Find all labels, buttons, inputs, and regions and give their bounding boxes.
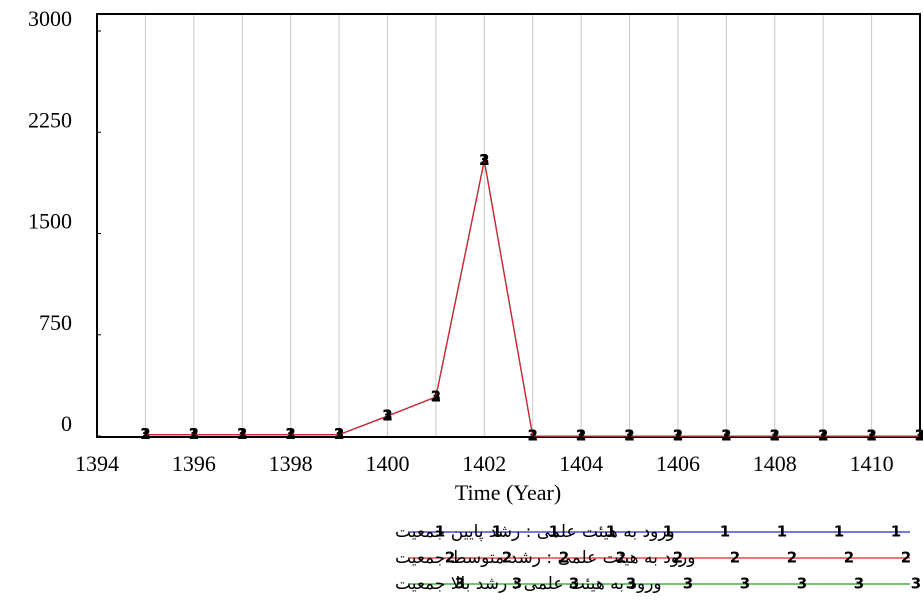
point-marker: 2 bbox=[189, 425, 199, 443]
point-marker: 2 bbox=[237, 425, 247, 443]
legend-marker: 3 bbox=[455, 575, 465, 593]
legend-marker: 2 bbox=[787, 549, 797, 567]
legend-marker: 2 bbox=[730, 549, 740, 567]
x-tick-label: 1404 bbox=[559, 451, 603, 476]
legend-marker: 3 bbox=[512, 575, 522, 593]
y-tick-label: 1500 bbox=[28, 209, 72, 234]
legend-marker: 3 bbox=[797, 575, 807, 593]
point-marker: 2 bbox=[818, 427, 828, 445]
point-marker: 2 bbox=[334, 425, 344, 443]
x-tick-label: 1400 bbox=[365, 451, 409, 476]
legend-marker: 1 bbox=[549, 523, 559, 541]
point-marker: 2 bbox=[140, 425, 150, 443]
x-tick-label: 1396 bbox=[172, 451, 216, 476]
point-marker: 2 bbox=[673, 427, 683, 445]
legend-marker: 1 bbox=[606, 523, 616, 541]
legend-marker: 2 bbox=[844, 549, 854, 567]
legend-marker: 2 bbox=[901, 549, 911, 567]
x-tick-label: 1410 bbox=[850, 451, 894, 476]
legend-marker: 1 bbox=[834, 523, 844, 541]
plot-frame bbox=[96, 13, 921, 438]
point-marker: 2 bbox=[866, 427, 876, 445]
legend-marker: 1 bbox=[492, 523, 502, 541]
legend-marker: 3 bbox=[626, 575, 636, 593]
x-tick-label: 1406 bbox=[656, 451, 700, 476]
legend-marker: 3 bbox=[911, 575, 921, 593]
point-marker: 2 bbox=[285, 425, 295, 443]
legend-label: ورود به هیئت علمی : رشد پایین جمعیت bbox=[395, 522, 675, 542]
legend-marker: 1 bbox=[891, 523, 901, 541]
legend-marker: 1 bbox=[663, 523, 673, 541]
y-tick-label: 2250 bbox=[28, 107, 72, 132]
point-marker: 2 bbox=[915, 427, 923, 445]
point-marker: 2 bbox=[431, 387, 441, 405]
point-marker: 2 bbox=[576, 427, 586, 445]
legend-marker: 3 bbox=[683, 575, 693, 593]
legend-marker: 3 bbox=[740, 575, 750, 593]
point-marker: 2 bbox=[479, 151, 489, 169]
legend-marker: 1 bbox=[777, 523, 787, 541]
x-tick-label: 1398 bbox=[269, 451, 313, 476]
x-tick-label: 1402 bbox=[462, 451, 506, 476]
legend-label: ورود به هیئت علمی : رشد متوسط جمعیت bbox=[395, 548, 695, 568]
point-marker: 2 bbox=[624, 427, 634, 445]
point-marker: 2 bbox=[721, 427, 731, 445]
legend-marker: 2 bbox=[559, 549, 569, 567]
series-line bbox=[145, 160, 920, 437]
x-tick-label: 1394 bbox=[75, 451, 119, 476]
legend-marker: 2 bbox=[616, 549, 626, 567]
legend-label: ورود به هیئت علمی : رشد بالا جمعیت bbox=[395, 574, 662, 594]
legend-marker: 2 bbox=[673, 549, 683, 567]
legend-marker: 1 bbox=[435, 523, 445, 541]
x-tick-label: 1408 bbox=[753, 451, 797, 476]
x-axis-label: Time (Year) bbox=[455, 480, 561, 505]
point-marker: 2 bbox=[382, 407, 392, 425]
legend-marker: 3 bbox=[569, 575, 579, 593]
y-tick-label: 0 bbox=[61, 411, 72, 436]
legend-marker: 2 bbox=[502, 549, 512, 567]
point-marker: 2 bbox=[770, 427, 780, 445]
legend-marker: 2 bbox=[445, 549, 455, 567]
point-marker: 2 bbox=[527, 427, 537, 445]
legend-marker: 1 bbox=[720, 523, 730, 541]
point-marker: 3 bbox=[479, 151, 489, 169]
y-tick-label: 3000 bbox=[28, 6, 72, 31]
legend-marker: 3 bbox=[854, 575, 864, 593]
point-marker: 1 bbox=[479, 151, 489, 169]
y-tick-label: 750 bbox=[39, 310, 72, 335]
